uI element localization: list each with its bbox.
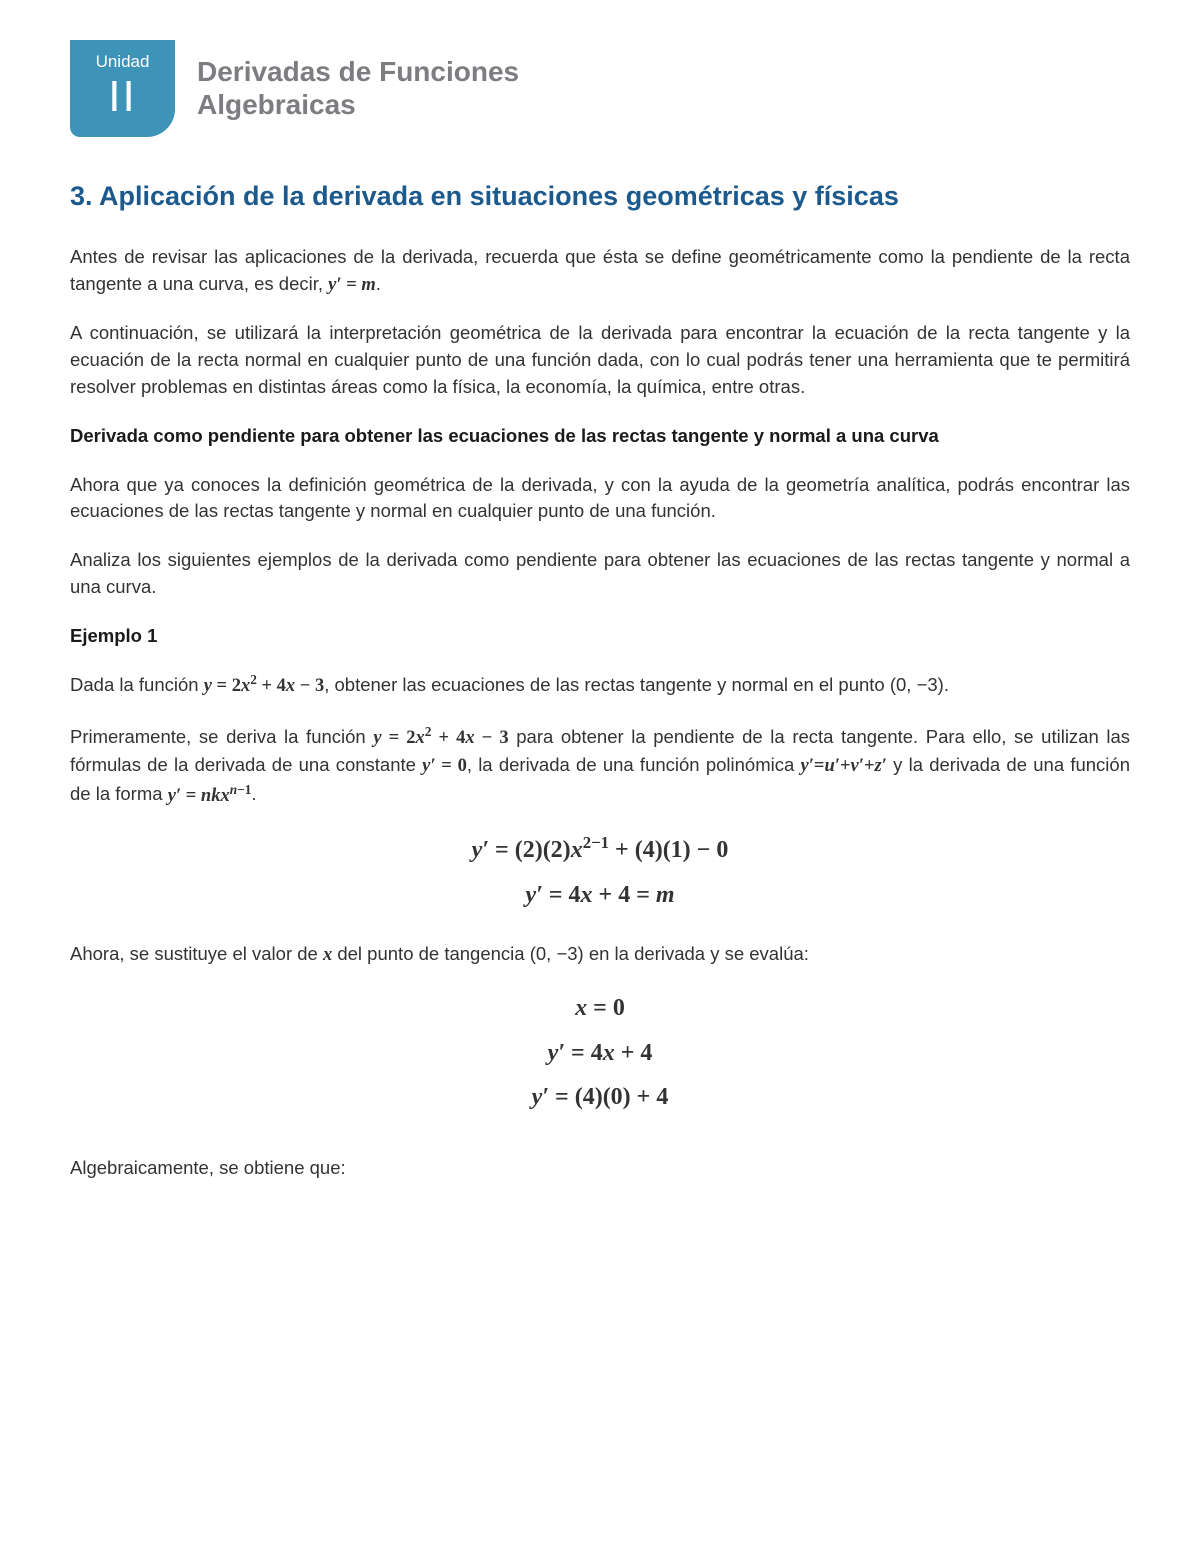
p6-text-a: Primeramente, se deriva la función: [70, 726, 373, 747]
p6-text-e: .: [251, 784, 256, 805]
math-func-2: y = 2x2 + 4x − 3: [373, 728, 508, 748]
document-page: Unidad II Derivadas de Funciones Algebra…: [0, 0, 1200, 1264]
unit-label: Unidad: [88, 50, 157, 75]
math-block-1: y′ = (2)(2)x2−1 + (4)(1) − 0 y′ = 4x + 4…: [70, 831, 1130, 913]
math-block-2-line-3: y′ = (4)(0) + 4: [70, 1080, 1130, 1115]
p7-text-a: Ahora, se sustituye el valor de: [70, 943, 323, 964]
section-title: 3. Aplicación de la derivada en situacio…: [70, 177, 1130, 216]
p7-text-b: del punto de tangencia (0, −3) en la der…: [332, 943, 809, 964]
math-func-1: y = 2x2 + 4x − 3: [204, 676, 325, 696]
p1-text-a: Antes de revisar las aplicaciones de la …: [70, 246, 1130, 294]
paragraph-7: Ahora, se sustituye el valor de x del pu…: [70, 941, 1130, 969]
paragraph-8: Algebraicamente, se obtiene que:: [70, 1155, 1130, 1182]
math-yprime-m: y′ = m: [328, 275, 376, 295]
math-block-2: x = 0 y′ = 4x + 4 y′ = (4)(0) + 4: [70, 991, 1130, 1115]
page-header: Unidad II Derivadas de Funciones Algebra…: [70, 40, 1130, 137]
math-yprime-0: y′ = 0: [422, 756, 467, 776]
paragraph-5: Dada la función y = 2x2 + 4x − 3, obtene…: [70, 670, 1130, 700]
math-block-2-line-1: x = 0: [70, 991, 1130, 1026]
paragraph-3: Ahora que ya conoces la definición geomé…: [70, 472, 1130, 526]
header-title-line1: Derivadas de Funciones: [197, 56, 519, 87]
p1-text-b: .: [376, 273, 381, 294]
math-block-1-line-2: y′ = 4x + 4 = m: [70, 878, 1130, 913]
math-poly-rule: y′=u′+v′+z′: [801, 756, 887, 776]
math-x-var: x: [323, 945, 332, 965]
p5-text-b: , obtener las ecuaciones de las rectas t…: [324, 674, 949, 695]
header-title: Derivadas de Funciones Algebraicas: [197, 55, 519, 122]
example-1-label: Ejemplo 1: [70, 623, 1130, 650]
math-block-1-line-1: y′ = (2)(2)x2−1 + (4)(1) − 0: [70, 831, 1130, 868]
paragraph-6: Primeramente, se deriva la función y = 2…: [70, 722, 1130, 810]
math-block-2-line-2: y′ = 4x + 4: [70, 1036, 1130, 1071]
unit-number: II: [88, 75, 157, 119]
subheading-1: Derivada como pendiente para obtener las…: [70, 423, 1130, 450]
paragraph-intro-1: Antes de revisar las aplicaciones de la …: [70, 244, 1130, 299]
p6-text-c: , la derivada de una función polinómica: [467, 754, 801, 775]
unit-badge: Unidad II: [70, 40, 175, 137]
math-power-rule: y′ = nkxn−1: [168, 786, 252, 806]
p5-text-a: Dada la función: [70, 674, 204, 695]
paragraph-intro-2: A continuación, se utilizará la interpre…: [70, 320, 1130, 400]
header-title-line2: Algebraicas: [197, 89, 356, 120]
paragraph-4: Analiza los siguientes ejemplos de la de…: [70, 547, 1130, 601]
